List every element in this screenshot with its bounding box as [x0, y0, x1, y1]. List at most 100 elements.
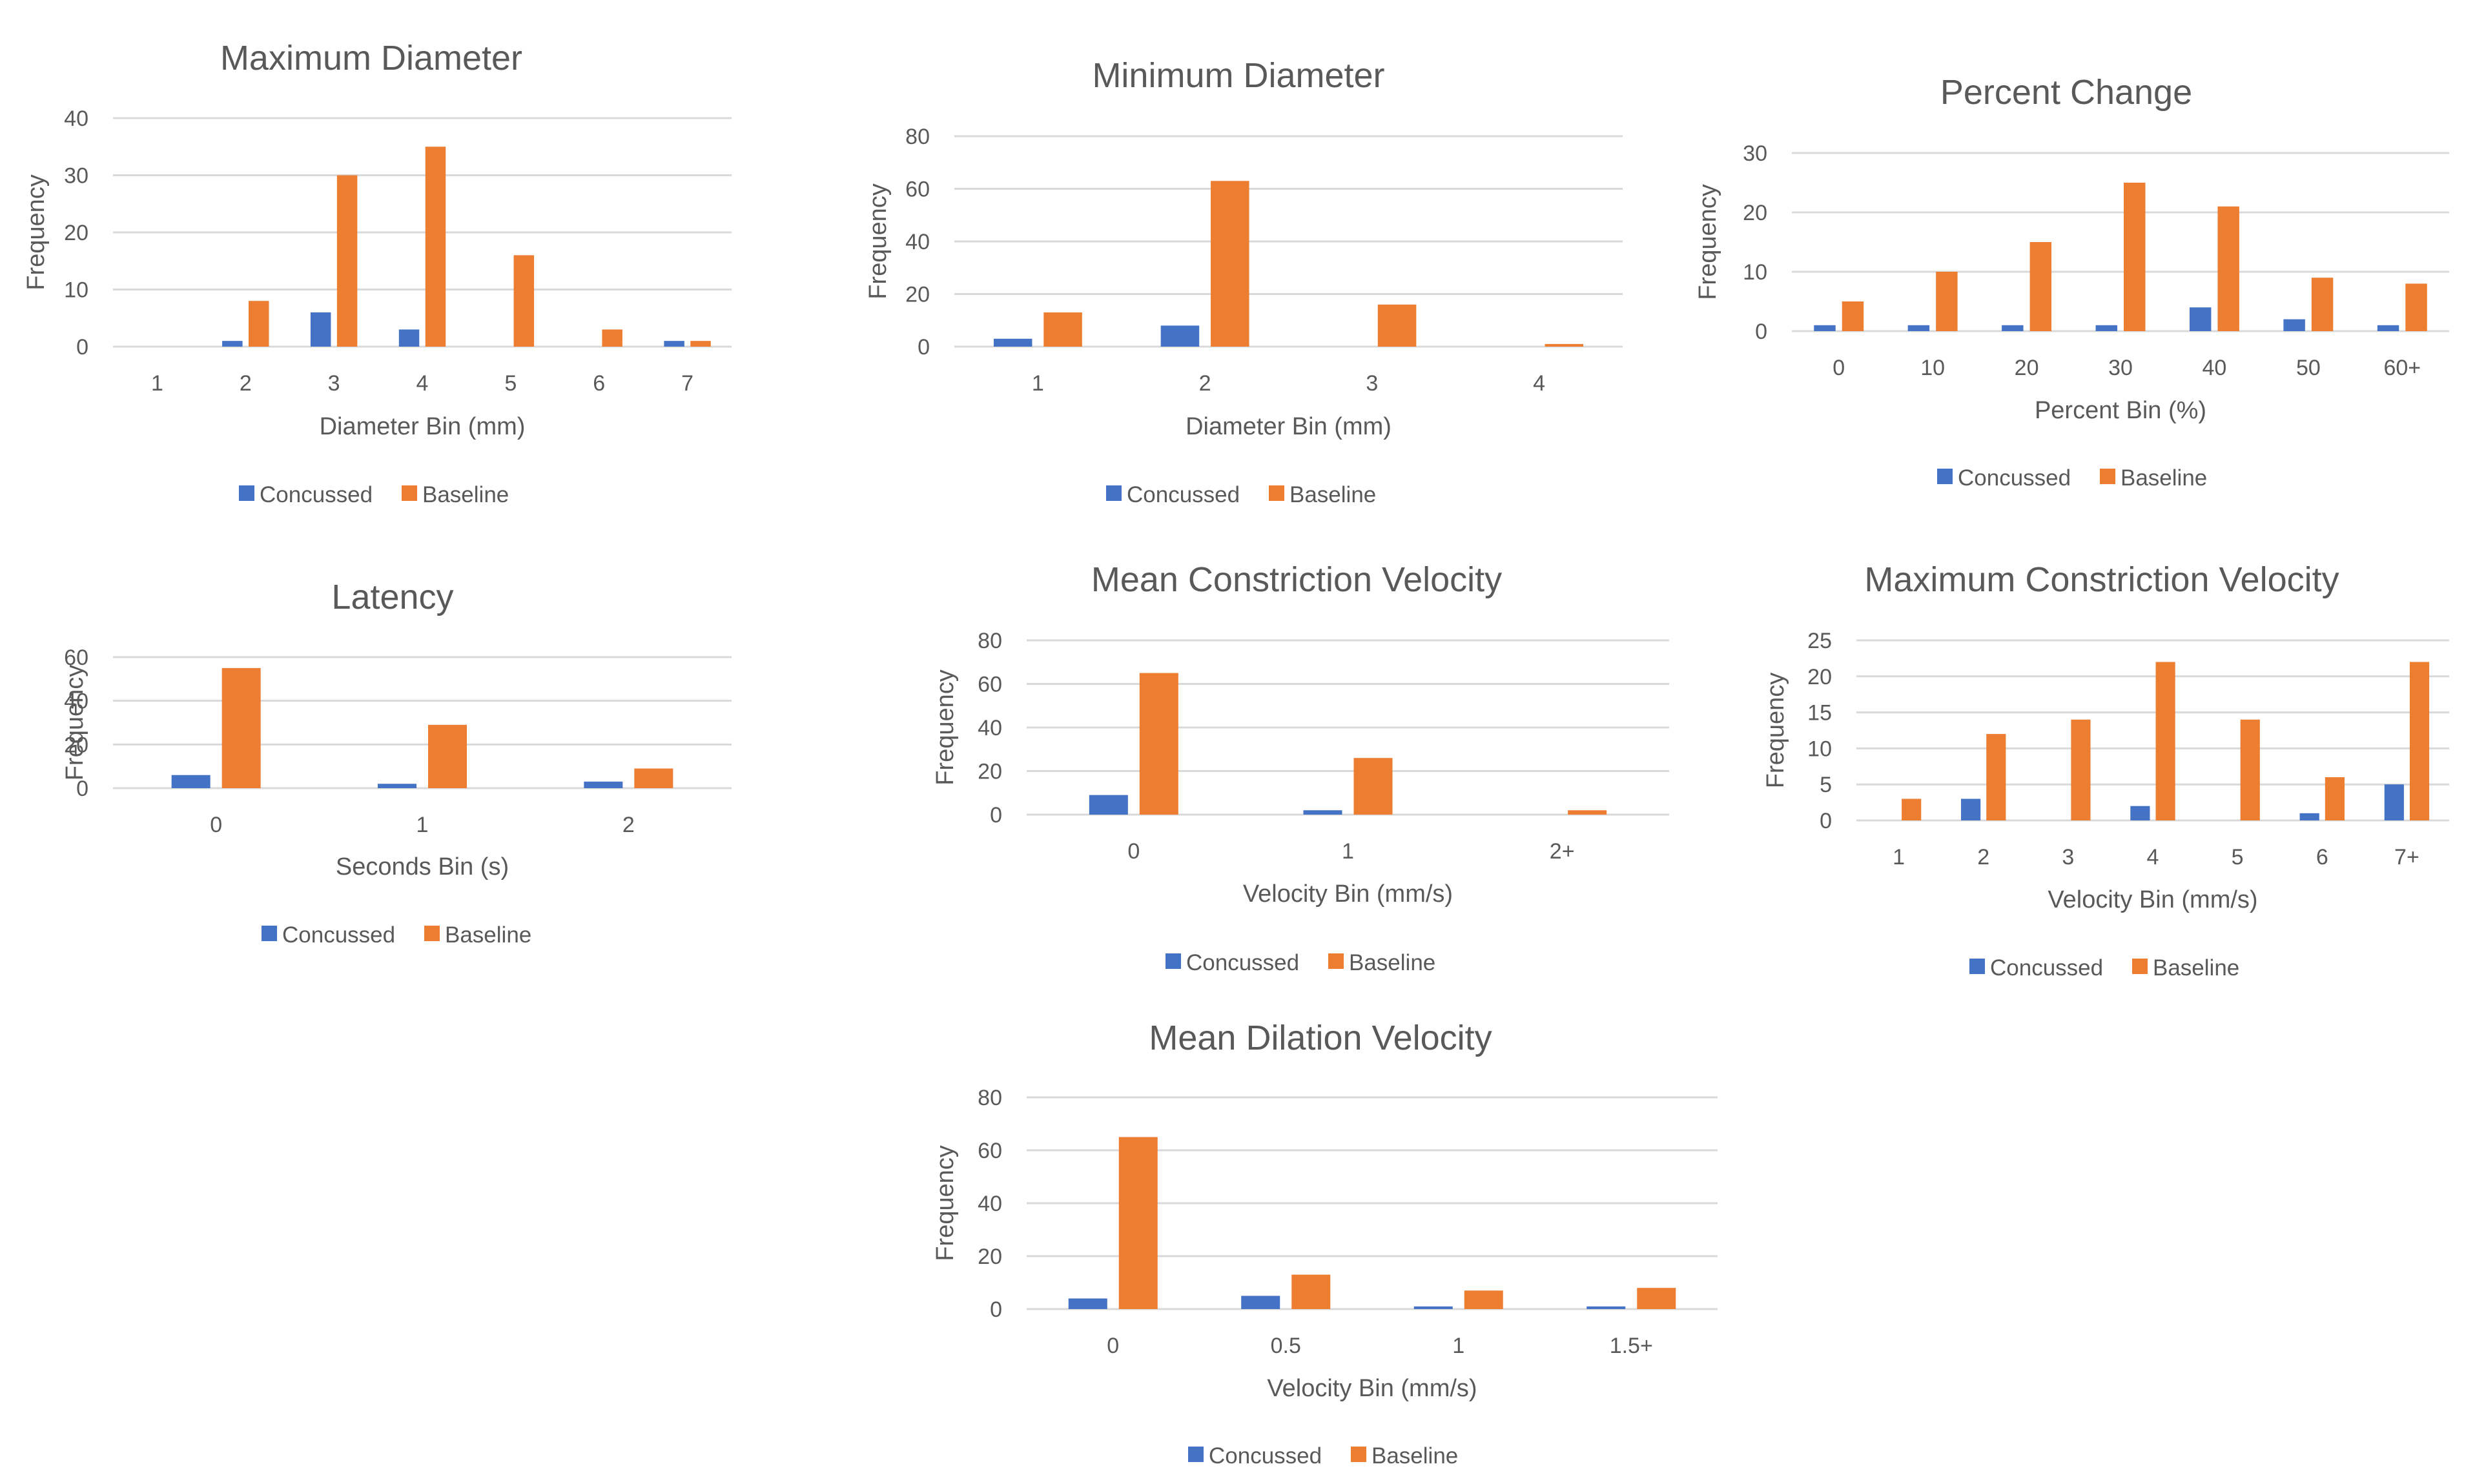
legend-swatch-baseline	[402, 485, 417, 501]
bar-baseline	[634, 768, 673, 788]
chart-title: Mean Constriction Velocity	[1091, 560, 1502, 599]
x-tick-label: 4	[416, 371, 429, 396]
y-tick-label: 5	[1820, 773, 1832, 797]
x-axis-label: Diameter Bin (mm)	[1186, 413, 1392, 440]
chart-1: Minimum Diameter 0 20 40 60 80 1 2 3 4 Diameter Bi…	[865, 56, 1623, 507]
bar-concussed	[2130, 806, 2150, 820]
legend-label-concussed: Concussed	[1209, 1443, 1322, 1469]
x-tick-label: 4	[1533, 371, 1545, 396]
y-tick-label: 40	[978, 716, 1002, 740]
bar-concussed	[2095, 325, 2117, 331]
bar-concussed	[2299, 813, 2319, 820]
x-tick-label: 1	[1452, 1334, 1464, 1358]
y-tick-label: 20	[64, 733, 88, 757]
bar-baseline	[425, 147, 446, 347]
chart-title: Minimum Diameter	[1092, 56, 1384, 95]
bar-concussed	[2002, 325, 2024, 331]
bar-concussed	[378, 784, 416, 788]
y-tick-label: 80	[905, 125, 930, 149]
chart-4: Mean Constriction Velocity 0 20 40 60 80 0 1 2+ V…	[932, 560, 1669, 975]
bar-concussed	[1089, 795, 1128, 815]
legend-label-baseline: Baseline	[1349, 950, 1435, 975]
bar-baseline	[1568, 810, 1607, 815]
x-tick-label: 1	[1032, 371, 1044, 396]
bar-concussed	[310, 312, 331, 347]
bar-concussed	[1303, 810, 1342, 815]
chart-3: Latency 0 20 40 60 0 1 2 Seconds Bin (s) Frequenc…	[61, 578, 732, 948]
bar-baseline	[602, 329, 622, 347]
x-tick-label: 1	[1893, 845, 1905, 869]
bar-concussed	[1961, 798, 1981, 820]
legend-swatch-concussed	[262, 926, 277, 941]
y-tick-label: 20	[1743, 201, 1767, 225]
y-tick-label: 0	[990, 803, 1002, 828]
y-axis-label: Frequency	[932, 1145, 959, 1261]
bar-concussed	[1587, 1306, 1626, 1309]
x-tick-label: 0.5	[1271, 1334, 1301, 1358]
y-tick-label: 30	[64, 164, 88, 188]
bar-concussed	[398, 329, 420, 347]
y-tick-label: 30	[1743, 141, 1767, 166]
bar-baseline	[2155, 662, 2175, 820]
legend-swatch-baseline	[424, 926, 440, 941]
legend-label-baseline: Baseline	[422, 482, 509, 507]
legend: Concussed Baseline	[239, 482, 509, 507]
bar-baseline	[2217, 206, 2239, 331]
y-tick-label: 20	[64, 221, 88, 245]
bar-baseline	[2311, 278, 2334, 331]
bar-concussed	[993, 338, 1032, 347]
x-axis-label: Seconds Bin (s)	[336, 853, 509, 880]
x-tick-label: 3	[2062, 845, 2074, 869]
x-axis-label: Velocity Bin (mm/s)	[1243, 880, 1453, 908]
legend-swatch-baseline	[1328, 953, 1344, 969]
bar-baseline	[513, 255, 535, 347]
x-tick-label: 4	[2147, 845, 2159, 869]
bar-baseline	[1118, 1137, 1158, 1309]
bar-baseline	[2029, 242, 2052, 331]
bar-concussed	[1160, 325, 1200, 347]
bar-baseline	[1902, 798, 1922, 820]
y-tick-label: 20	[1807, 665, 1832, 689]
y-tick-label: 20	[978, 760, 1002, 784]
legend: Concussed Baseline	[1188, 1443, 1458, 1469]
legend: Concussed Baseline	[1969, 955, 2239, 981]
bar-concussed	[1907, 325, 1930, 331]
y-axis-label: Frequency	[61, 665, 88, 781]
y-tick-label: 60	[978, 1139, 1002, 1163]
bar-concussed	[2189, 307, 2212, 331]
y-tick-label: 10	[64, 278, 88, 303]
legend-swatch-baseline	[1351, 1447, 1366, 1462]
x-tick-label: 2	[622, 813, 635, 837]
legend-swatch-baseline	[2100, 469, 2115, 484]
legend: Concussed Baseline	[262, 922, 531, 948]
y-tick-label: 15	[1807, 701, 1832, 726]
bar-baseline	[2405, 283, 2427, 331]
bar-baseline	[1986, 734, 2006, 820]
chart-6: Mean Dilation Velocity 0 20 40 60 80 0 0.5 1 1.5+…	[932, 1019, 1718, 1469]
y-tick-label: 80	[978, 629, 1002, 653]
legend-swatch-concussed	[1969, 959, 1985, 974]
bar-concussed	[1241, 1296, 1280, 1309]
chart-title: Maximum Diameter	[220, 39, 522, 77]
y-tick-label: 20	[978, 1245, 1002, 1269]
y-tick-label: 0	[1755, 320, 1767, 344]
bar-baseline	[1211, 181, 1249, 347]
y-axis-label: Frequency	[1762, 673, 1789, 789]
y-tick-label: 0	[1820, 809, 1832, 833]
legend-label-concussed: Concussed	[1990, 955, 2103, 981]
bar-baseline	[1377, 304, 1417, 347]
bar-baseline	[336, 175, 358, 347]
legend-label-concussed: Concussed	[1186, 950, 1299, 975]
x-tick-label: 40	[2203, 356, 2227, 380]
legend-swatch-concussed	[1937, 469, 1953, 484]
bar-baseline	[1291, 1274, 1331, 1309]
x-tick-label: 50	[2296, 356, 2321, 380]
bar-baseline	[249, 301, 269, 347]
legend-swatch-concussed	[1166, 953, 1181, 969]
x-tick-label: 2+	[1550, 839, 1575, 864]
bar-concussed	[1814, 325, 1836, 331]
legend-label-concussed: Concussed	[1127, 482, 1240, 507]
legend-label-concussed: Concussed	[282, 922, 395, 948]
legend-label-concussed: Concussed	[260, 482, 373, 507]
